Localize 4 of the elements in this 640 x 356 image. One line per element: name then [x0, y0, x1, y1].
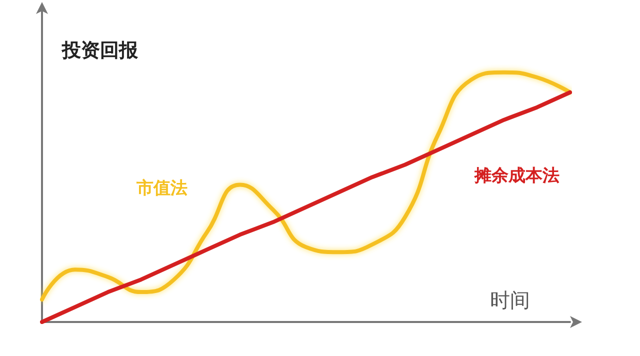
series-label: 摊余成本法 [474, 166, 560, 186]
series-label: 市值法 [136, 178, 188, 199]
y-axis-title: 投资回报 [61, 40, 139, 62]
x-axis-title: 时间 [490, 288, 530, 312]
